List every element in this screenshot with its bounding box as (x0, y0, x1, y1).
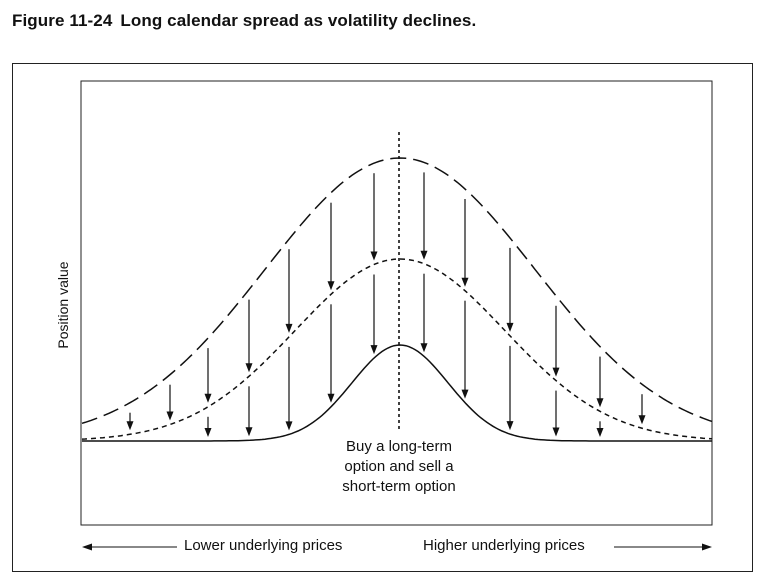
decline-arrow-lower-3 (204, 416, 212, 437)
decline-arrow-upper-3 (204, 348, 212, 403)
figure-caption: Long calendar spread as volatility decli… (120, 11, 477, 30)
decline-arrow-lower-4 (245, 386, 253, 437)
decline-arrow-lower-10 (506, 345, 514, 431)
decline-arrow-upper-10 (506, 247, 514, 332)
y-axis-label: Position value (55, 261, 71, 349)
figure-frame (12, 63, 753, 572)
decline-arrows (126, 172, 646, 437)
decline-arrow-upper-9 (461, 199, 469, 287)
decline-arrow-upper-13 (638, 394, 646, 425)
decline-arrow-lower-11 (552, 390, 560, 437)
curve-medium-volatility (81, 258, 713, 440)
decline-arrow-lower-8 (420, 273, 428, 353)
plot-area-border (80, 80, 713, 526)
decline-arrow-upper-4 (245, 299, 253, 373)
decline-arrow-lower-6 (327, 304, 335, 403)
decline-arrow-lower-9 (461, 300, 469, 399)
annotation-line-1: Buy a long-term (346, 438, 452, 455)
decline-arrow-upper-5 (285, 249, 293, 333)
x-axis-label-higher: Higher underlying prices (423, 537, 585, 554)
decline-arrow-upper-2 (166, 384, 174, 421)
x-axis-label-lower: Lower underlying prices (184, 537, 343, 554)
decline-arrow-lower-5 (285, 346, 293, 431)
decline-arrow-upper-6 (327, 202, 335, 291)
decline-arrow-upper-11 (552, 305, 560, 377)
x-axis-arrow-right (614, 543, 712, 551)
figure-number: Figure 11-24 (12, 11, 113, 30)
decline-arrow-lower-7 (370, 274, 378, 355)
annotation-line-2: option and sell a (344, 458, 454, 475)
annotation-line-3: short-term option (342, 478, 456, 495)
decline-arrow-lower-12 (596, 421, 604, 437)
x-axis-arrow-left (82, 543, 177, 551)
decline-arrow-upper-12 (596, 356, 604, 408)
curve-high-volatility (81, 157, 713, 425)
decline-arrow-upper-1 (126, 412, 134, 431)
curve-low-volatility (82, 344, 712, 442)
strike-annotation: Buy a long-term option and sell a short-… (342, 437, 455, 497)
decline-arrow-upper-8 (420, 172, 428, 260)
decline-arrow-upper-7 (370, 173, 378, 261)
volatility-curves (81, 157, 713, 442)
figure-title: Figure 11-24 Long calendar spread as vola… (12, 11, 476, 31)
